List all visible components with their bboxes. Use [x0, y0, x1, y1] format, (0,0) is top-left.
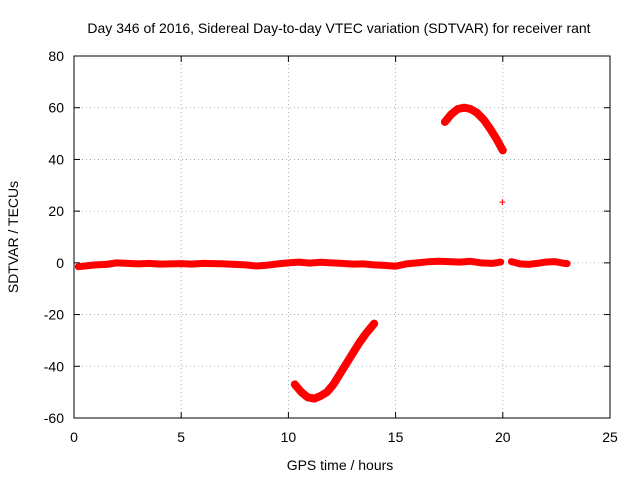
data-point: [328, 259, 335, 266]
x-axis-label: GPS time / hours: [287, 457, 394, 473]
data-point: [551, 258, 558, 265]
data-point: [381, 262, 388, 269]
data-point: [156, 261, 163, 268]
data-point: [349, 261, 356, 268]
data-point: [441, 118, 448, 125]
data-point: [336, 371, 343, 378]
data-point: [499, 147, 506, 154]
data-point: [339, 260, 345, 267]
data-point: [199, 260, 206, 267]
data-point: [461, 104, 468, 111]
data-point: [489, 260, 496, 267]
data-point: [508, 258, 515, 265]
x-tick-label: 15: [388, 429, 404, 445]
data-point: [456, 259, 463, 266]
data-point: [371, 261, 378, 268]
data-point: [542, 259, 549, 266]
data-point: [311, 395, 318, 402]
x-tick-label: 20: [495, 429, 511, 445]
data-point: [323, 389, 330, 396]
data-point: [493, 135, 500, 142]
series-band: [440, 103, 507, 155]
x-tick-label: 0: [70, 429, 78, 445]
data-point: [356, 340, 363, 347]
data-point: [516, 260, 523, 267]
data-point: [296, 259, 303, 266]
y-tick-label: -40: [44, 358, 64, 374]
y-tick-label: 40: [48, 151, 64, 167]
data-point: [263, 262, 270, 269]
data-point: [146, 260, 153, 267]
y-tick-label: 0: [56, 255, 64, 271]
data-point: [478, 259, 485, 266]
data-point: [317, 259, 324, 266]
y-tick-label: -20: [44, 307, 64, 323]
y-tick-label: -60: [44, 410, 64, 426]
data-point: [499, 199, 506, 206]
data-point: [467, 258, 474, 265]
chart-title: Day 346 of 2016, Sidereal Day-to-day VTE…: [87, 20, 590, 36]
data-point: [435, 258, 442, 265]
x-tick-label: 10: [281, 429, 297, 445]
y-tick-label: 60: [48, 100, 64, 116]
data-point: [414, 259, 421, 266]
data-point: [525, 261, 532, 268]
data-point: [167, 260, 174, 267]
data-point: [231, 261, 238, 268]
data-point: [559, 260, 566, 267]
data-point: [92, 261, 99, 268]
data-point: [371, 320, 378, 327]
data-point: [135, 260, 142, 267]
data-point: [392, 263, 399, 270]
data-point: [253, 262, 260, 269]
data-point: [403, 260, 410, 267]
data-point: [298, 389, 305, 396]
data-point: [534, 260, 541, 267]
data-point: [486, 125, 493, 132]
y-axis-label: SDTVAR / TECUs: [5, 181, 21, 293]
data-point: [474, 109, 481, 116]
data-point: [564, 260, 571, 267]
data-point: [467, 106, 474, 113]
data-point: [103, 261, 110, 268]
data-point: [480, 116, 487, 123]
data-point: [317, 393, 324, 400]
data-point: [349, 350, 356, 357]
data-point: [124, 260, 131, 267]
data-point: [81, 262, 88, 269]
data-point: [497, 259, 504, 266]
data-point: [360, 260, 367, 267]
y-tick-label: 20: [48, 203, 64, 219]
x-tick-label: 25: [602, 429, 618, 445]
data-point: [113, 259, 120, 266]
x-tick-label: 5: [177, 429, 185, 445]
data-point: [343, 360, 350, 367]
data-point: [446, 258, 453, 265]
data-point: [291, 381, 298, 388]
data-point: [75, 263, 82, 270]
data-point: [242, 261, 249, 268]
data-point: [285, 259, 292, 266]
data-point: [424, 258, 431, 265]
data-points: [74, 103, 571, 403]
data-point: [221, 260, 228, 267]
data-point: [306, 260, 313, 267]
data-point: [210, 260, 217, 267]
y-tick-label: 80: [48, 48, 64, 64]
data-point: [274, 260, 281, 267]
data-point: [448, 111, 455, 118]
data-point: [454, 106, 461, 113]
data-point: [362, 330, 369, 337]
data-point: [304, 394, 311, 401]
data-point: [188, 261, 195, 268]
data-point: [330, 381, 337, 388]
plot-frame: [73, 55, 611, 419]
data-point: [178, 260, 185, 267]
tick-labels: 0 5 10 15 20 25 -60 -40 -20 0 20 40 60 80: [44, 48, 618, 445]
